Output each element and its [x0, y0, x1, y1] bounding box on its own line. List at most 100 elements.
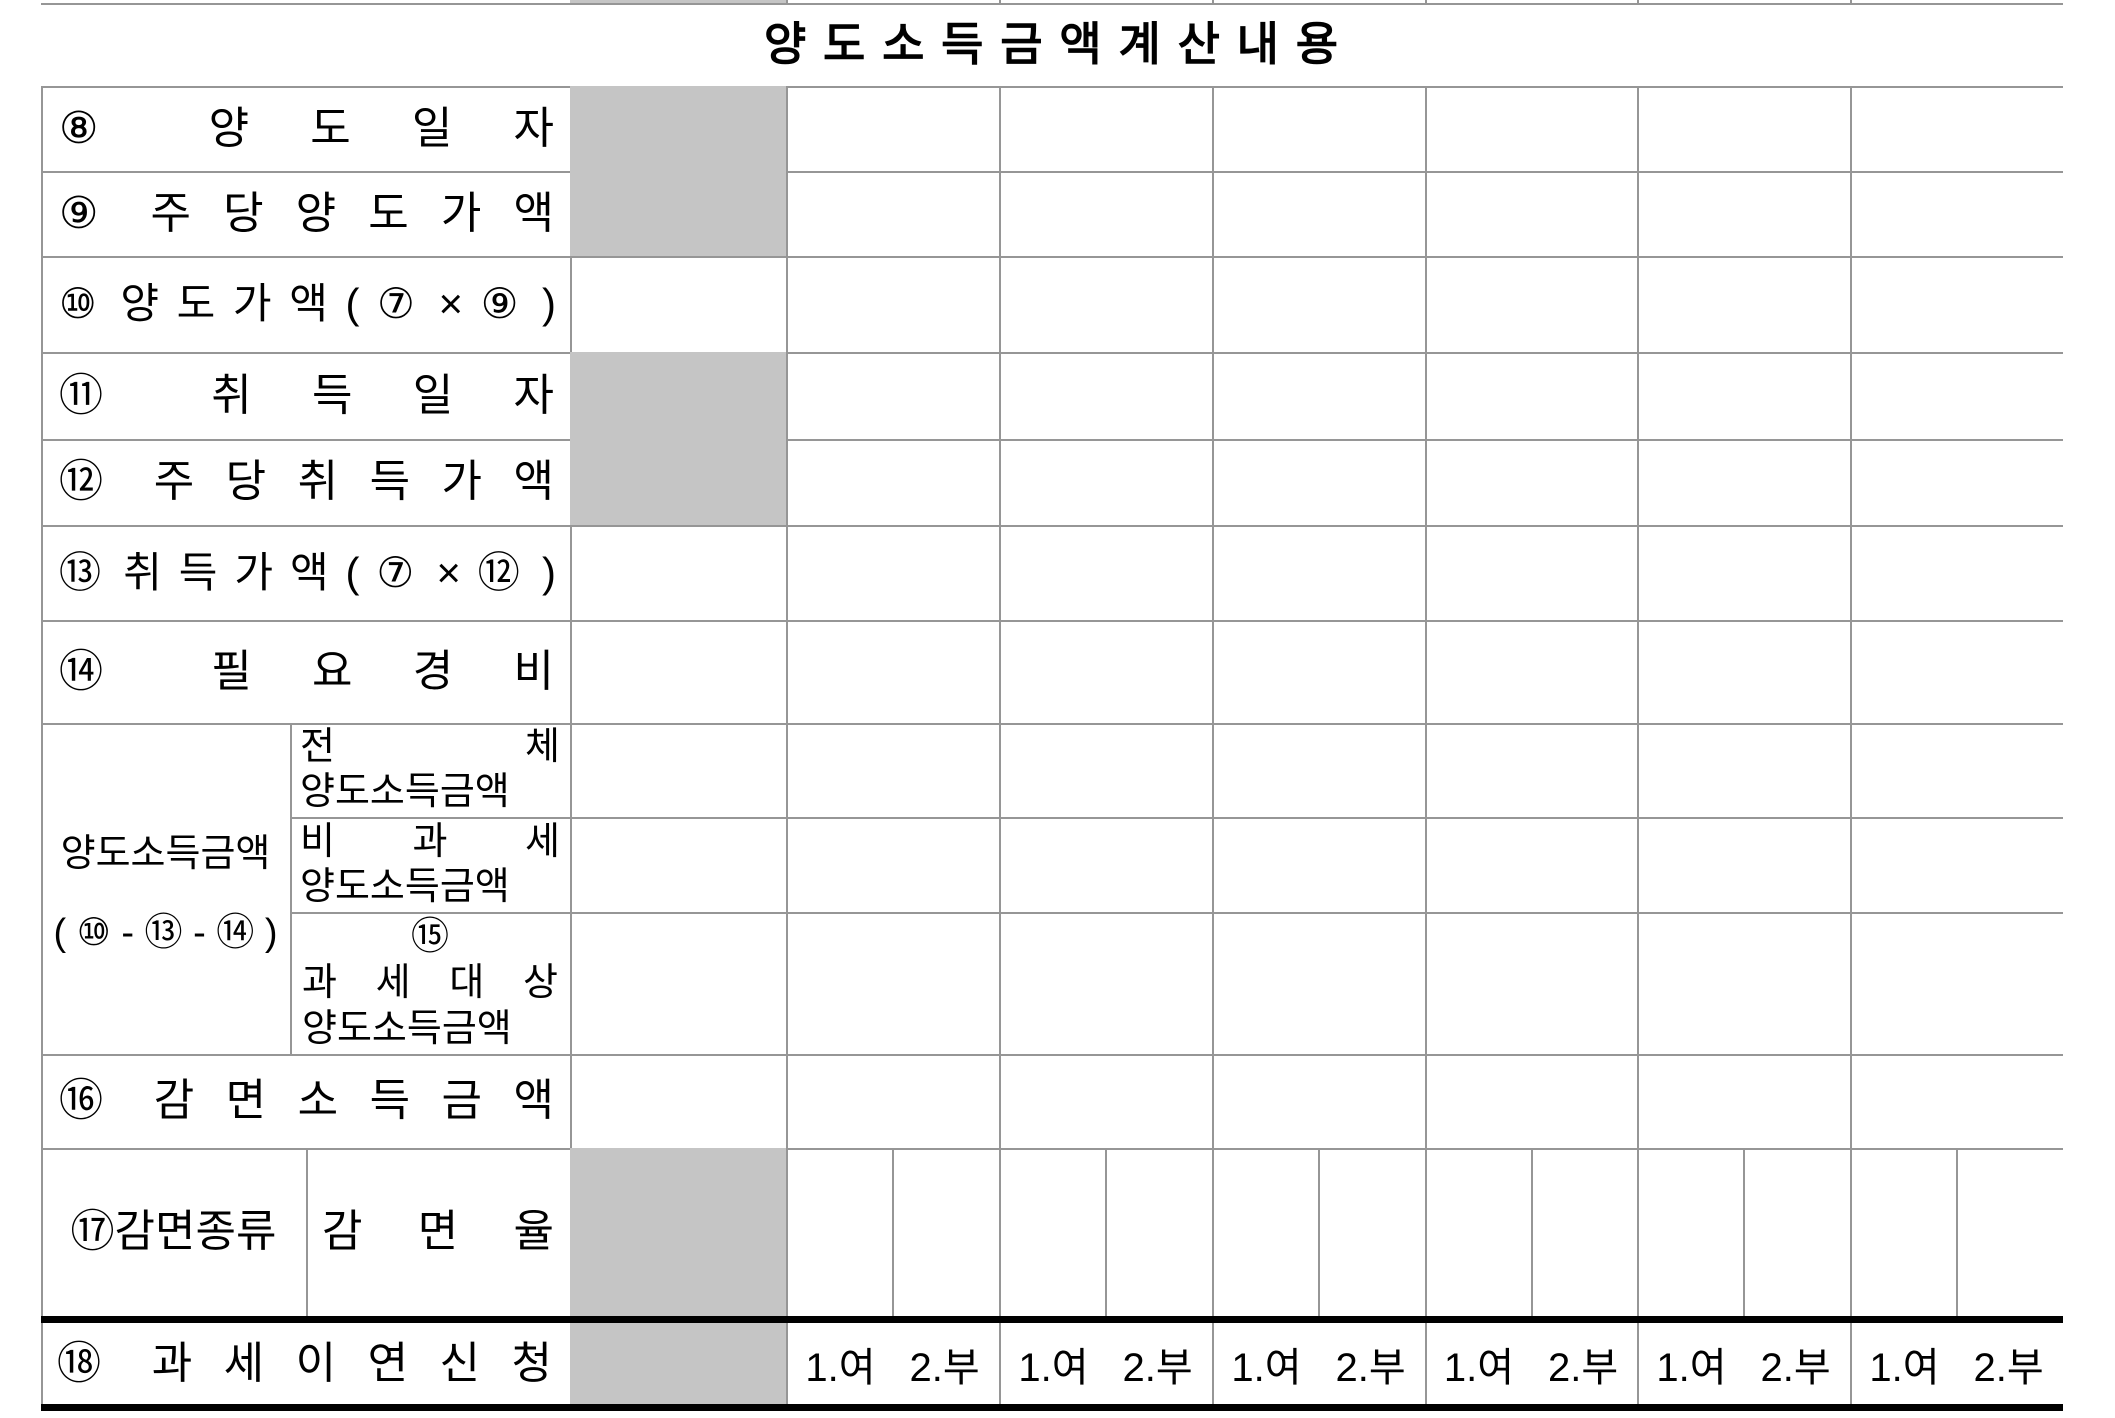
tax-deferral-option-cell[interactable]: 1.여 2.부: [786, 1323, 999, 1404]
input-cell[interactable]: [999, 1148, 1105, 1316]
input-cell[interactable]: [1637, 817, 1850, 912]
input-cell[interactable]: [570, 525, 786, 620]
input-cell[interactable]: [1105, 1148, 1212, 1316]
input-cell[interactable]: [999, 912, 1212, 1054]
option-yes[interactable]: 1.여: [1656, 1345, 1727, 1390]
input-cell[interactable]: [1425, 171, 1637, 256]
input-cell[interactable]: [1850, 723, 2063, 817]
input-cell[interactable]: [1425, 1148, 1531, 1316]
input-cell[interactable]: [1637, 171, 1850, 256]
input-cell[interactable]: [1850, 1148, 1956, 1316]
input-cell[interactable]: [570, 1054, 786, 1148]
tax-deferral-option-cell[interactable]: 1.여 2.부: [999, 1323, 1212, 1404]
input-cell[interactable]: [1637, 352, 1850, 439]
input-cell[interactable]: [786, 352, 999, 439]
input-cell[interactable]: [786, 1054, 999, 1148]
input-cell[interactable]: [786, 1148, 892, 1316]
tax-deferral-option-cell[interactable]: 1.여 2.부: [1212, 1323, 1425, 1404]
input-cell[interactable]: [999, 256, 1212, 352]
input-cell[interactable]: [786, 817, 999, 912]
input-cell[interactable]: [1637, 912, 1850, 1054]
input-cell[interactable]: [1425, 352, 1637, 439]
input-cell[interactable]: [1425, 525, 1637, 620]
input-cell[interactable]: [1425, 256, 1637, 352]
input-cell[interactable]: [999, 723, 1212, 817]
input-cell[interactable]: [892, 1148, 999, 1316]
input-cell[interactable]: [1212, 1054, 1425, 1148]
input-cell[interactable]: [786, 86, 999, 171]
input-cell[interactable]: [1637, 723, 1850, 817]
tax-deferral-option-cell[interactable]: 1.여 2.부: [1637, 1323, 1850, 1404]
input-cell[interactable]: [1212, 620, 1425, 723]
input-cell[interactable]: [1531, 1148, 1637, 1316]
input-cell[interactable]: [999, 1054, 1212, 1148]
input-cell[interactable]: [1637, 620, 1850, 723]
input-cell[interactable]: [1956, 1148, 2063, 1316]
option-no[interactable]: 2.부: [909, 1345, 980, 1390]
input-cell[interactable]: [1212, 439, 1425, 525]
input-cell[interactable]: [1637, 439, 1850, 525]
input-cell[interactable]: [1850, 525, 2063, 620]
input-cell[interactable]: [999, 525, 1212, 620]
option-no[interactable]: 2.부: [1973, 1345, 2044, 1390]
input-cell[interactable]: [1212, 256, 1425, 352]
input-cell[interactable]: [1318, 1148, 1425, 1316]
input-cell[interactable]: [1425, 817, 1637, 912]
input-cell[interactable]: [786, 256, 999, 352]
input-cell[interactable]: [1212, 86, 1425, 171]
input-cell[interactable]: [570, 912, 786, 1054]
input-cell[interactable]: [1212, 352, 1425, 439]
option-no[interactable]: 2.부: [1335, 1345, 1406, 1390]
input-cell[interactable]: [1637, 1054, 1850, 1148]
input-cell[interactable]: [999, 352, 1212, 439]
input-cell[interactable]: [999, 171, 1212, 256]
input-cell[interactable]: [1425, 620, 1637, 723]
input-cell[interactable]: [786, 525, 999, 620]
input-cell[interactable]: [1637, 256, 1850, 352]
input-cell[interactable]: [1425, 723, 1637, 817]
input-cell[interactable]: [1850, 171, 2063, 256]
input-cell[interactable]: [1850, 439, 2063, 525]
input-cell[interactable]: [570, 256, 786, 352]
input-cell[interactable]: [999, 86, 1212, 171]
input-cell[interactable]: [1425, 1054, 1637, 1148]
input-cell[interactable]: [1212, 817, 1425, 912]
input-cell[interactable]: [999, 439, 1212, 525]
tax-deferral-option-cell[interactable]: 1.여 2.부: [1425, 1323, 1637, 1404]
input-cell[interactable]: [786, 723, 999, 817]
input-cell[interactable]: [999, 817, 1212, 912]
tax-deferral-option-cell[interactable]: 1.여 2.부: [1850, 1323, 2063, 1404]
input-cell[interactable]: [1425, 439, 1637, 525]
option-no[interactable]: 2.부: [1548, 1345, 1619, 1390]
input-cell[interactable]: [1850, 86, 2063, 171]
input-cell[interactable]: [1425, 912, 1637, 1054]
option-yes[interactable]: 1.여: [1869, 1345, 1940, 1390]
option-yes[interactable]: 1.여: [1018, 1345, 1089, 1390]
input-cell[interactable]: [1850, 620, 2063, 723]
option-no[interactable]: 2.부: [1760, 1345, 1831, 1390]
input-cell[interactable]: [1425, 86, 1637, 171]
input-cell[interactable]: [1637, 525, 1850, 620]
input-cell[interactable]: [1850, 912, 2063, 1054]
option-yes[interactable]: 1.여: [1443, 1345, 1514, 1390]
input-cell[interactable]: [786, 620, 999, 723]
input-cell[interactable]: [1212, 912, 1425, 1054]
input-cell[interactable]: [1743, 1148, 1850, 1316]
option-yes[interactable]: 1.여: [1231, 1345, 1302, 1390]
input-cell[interactable]: [1212, 1148, 1318, 1316]
input-cell[interactable]: [786, 912, 999, 1054]
input-cell[interactable]: [1637, 86, 1850, 171]
input-cell[interactable]: [786, 439, 999, 525]
input-cell[interactable]: [570, 620, 786, 723]
option-no[interactable]: 2.부: [1122, 1345, 1193, 1390]
input-cell[interactable]: [786, 171, 999, 256]
input-cell[interactable]: [570, 723, 786, 817]
input-cell[interactable]: [1850, 256, 2063, 352]
input-cell[interactable]: [1850, 352, 2063, 439]
option-yes[interactable]: 1.여: [805, 1345, 876, 1390]
input-cell[interactable]: [1212, 525, 1425, 620]
input-cell[interactable]: [1850, 1054, 2063, 1148]
input-cell[interactable]: [1850, 817, 2063, 912]
input-cell[interactable]: [1637, 1148, 1743, 1316]
input-cell[interactable]: [1212, 171, 1425, 256]
